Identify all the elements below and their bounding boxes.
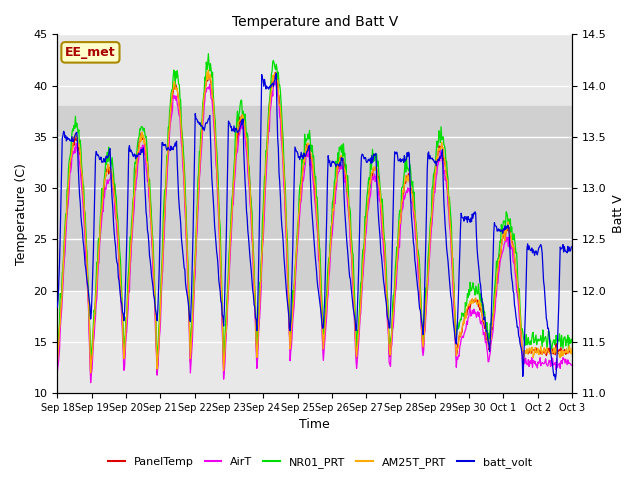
Text: EE_met: EE_met [65, 46, 116, 59]
Y-axis label: Batt V: Batt V [612, 194, 625, 233]
Title: Temperature and Batt V: Temperature and Batt V [232, 15, 398, 29]
Y-axis label: Temperature (C): Temperature (C) [15, 163, 28, 264]
X-axis label: Time: Time [300, 419, 330, 432]
Legend: PanelTemp, AirT, NR01_PRT, AM25T_PRT, batt_volt: PanelTemp, AirT, NR01_PRT, AM25T_PRT, ba… [104, 452, 536, 472]
Bar [58, 106, 572, 290]
